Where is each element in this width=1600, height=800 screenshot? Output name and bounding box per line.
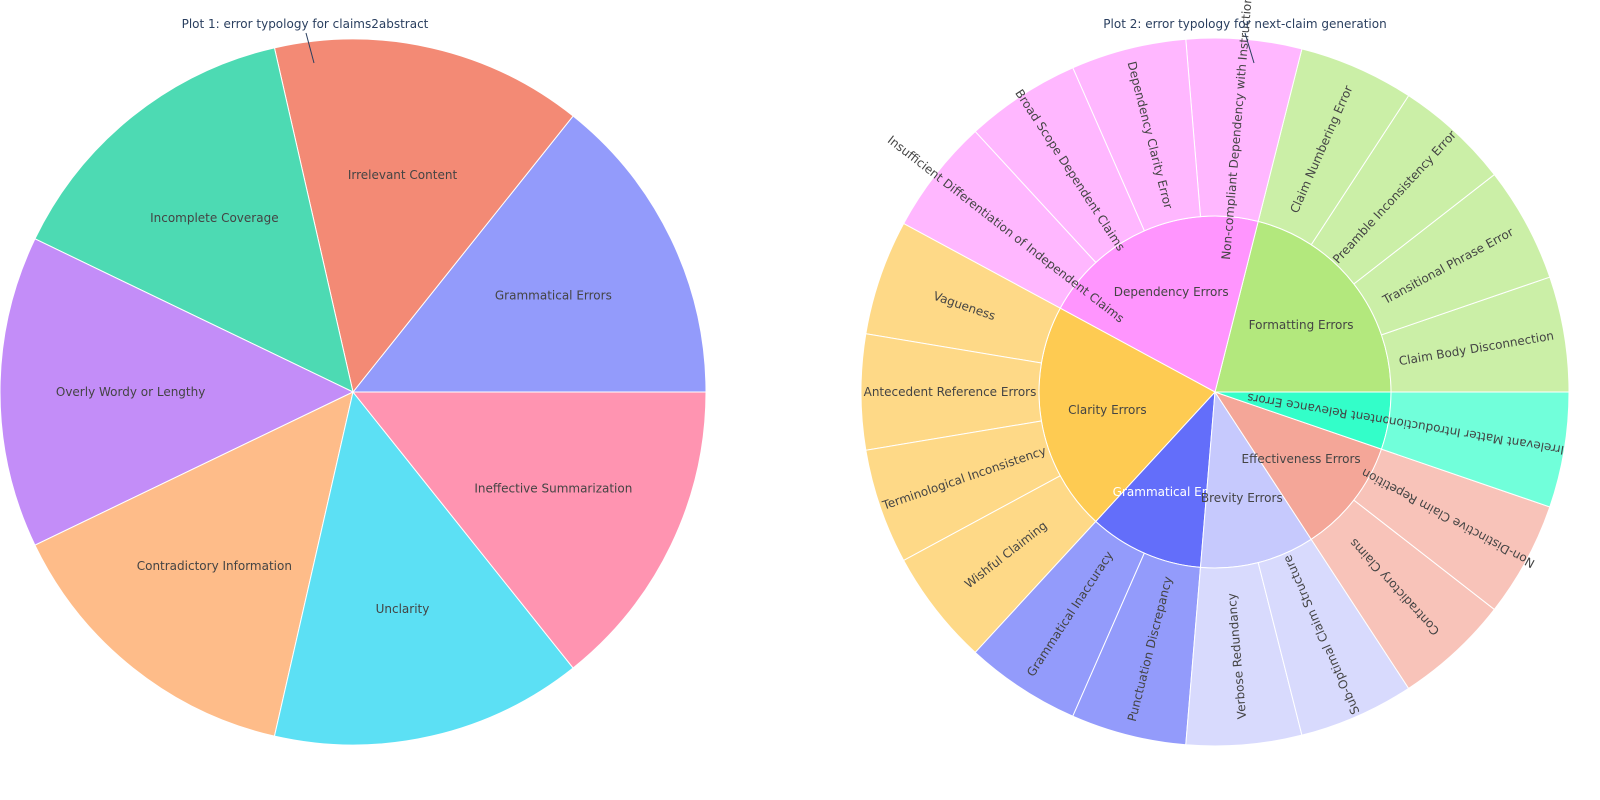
sunburst-leaf-grammatical-inaccuracy[interactable] bbox=[974, 520, 1145, 717]
sunburst-leaf-vagueness[interactable] bbox=[865, 222, 1061, 364]
pie-slice-unclarity[interactable] bbox=[273, 390, 574, 746]
pie-slice-incomplete-coverage[interactable] bbox=[34, 47, 354, 393]
pie-label-grammatical-errors: Grammatical Errors bbox=[495, 289, 612, 303]
sunburst-category-label-grammatical-errors: Grammatical Errors bbox=[1113, 485, 1230, 499]
pie-slice-ineffective-summarization[interactable] bbox=[351, 391, 707, 669]
sunburst-leaf-transitional-phrase-error[interactable] bbox=[1353, 173, 1551, 336]
pie-slice-overly-wordy-or-lengthy[interactable] bbox=[0, 238, 355, 546]
sunburst-leaf-terminological-inconsistency[interactable] bbox=[865, 420, 1061, 562]
sunburst-leaf-verbose-redundancy[interactable] bbox=[1185, 562, 1303, 747]
pie-label-contradictory-information: Contradictory Information bbox=[137, 559, 292, 573]
pie-slice-grammatical-errors[interactable] bbox=[351, 115, 707, 393]
pie-label-unclarity: Unclarity bbox=[376, 602, 430, 616]
plot-1-pie: Grammatical Errors Irrelevant Content Inco… bbox=[0, 32, 707, 746]
sunburst-leaf-sub-optimal-claim-structure[interactable] bbox=[1257, 538, 1410, 736]
pie-slice-irrelevant-content[interactable] bbox=[273, 38, 574, 394]
sunburst-leaf-contradictory-claims[interactable] bbox=[1310, 499, 1496, 690]
sunburst-leaf-dependency-clarity-error[interactable] bbox=[1072, 38, 1202, 232]
sunburst-leaf-label-antecedent-reference-errors: Antecedent Reference Errors bbox=[864, 385, 1037, 399]
sunburst-category-label-clarity-errors: Clarity Errors bbox=[1068, 403, 1146, 417]
pie-slice-contradictory-information[interactable] bbox=[34, 391, 354, 737]
sunburst-leaf-irrelevant-matter-introduction[interactable] bbox=[1380, 391, 1570, 508]
sunburst-leaf-claim-numbering-error[interactable] bbox=[1257, 48, 1410, 246]
sunburst-leaf-insufficient-differentiation-of-independent-claims[interactable] bbox=[902, 130, 1097, 309]
pie-label-irrelevant-content: Irrelevant Content bbox=[348, 168, 458, 182]
plot-2-title: Plot 2: error typology for next-claim ge… bbox=[1103, 17, 1386, 31]
plot-2-title-pointer bbox=[1244, 32, 1255, 64]
sunburst-leaf-punctuation-discrepancy[interactable] bbox=[1072, 552, 1202, 746]
pie-label-overly-wordy-or-lengthy: Overly Wordy or Lengthy bbox=[56, 385, 205, 399]
sunburst-category-label-brevity-errors: Brevity Errors bbox=[1201, 491, 1283, 505]
plot-1-title-pointer bbox=[305, 32, 315, 64]
sunburst-leaf-antecedent-reference-errors[interactable] bbox=[860, 333, 1042, 451]
pie-label-ineffective-summarization: Ineffective Summarization bbox=[474, 481, 632, 495]
sunburst-category-label-effectiveness-errors: Effectiveness Errors bbox=[1242, 452, 1361, 466]
sunburst-leaf-non-compliant-dependency-with-instruction[interactable] bbox=[1185, 37, 1303, 222]
pie-label-incomplete-coverage: Incomplete Coverage bbox=[150, 211, 279, 225]
sunburst-leaf-wishful-claiming[interactable] bbox=[902, 475, 1097, 654]
sunburst-category-label-formatting-errors: Formatting Errors bbox=[1249, 318, 1354, 332]
sunburst-leaf-broad-scope-dependent-claims[interactable] bbox=[974, 67, 1145, 264]
plot-1-title: Plot 1: error typology for claims2abstra… bbox=[182, 17, 429, 31]
sunburst-leaf-non-distinctive-claim-repetition[interactable] bbox=[1353, 448, 1551, 611]
sunburst-leaf-preamble-inconsistency-error[interactable] bbox=[1310, 94, 1496, 285]
sunburst-category-label-dependency-errors: Dependency Errors bbox=[1114, 285, 1229, 299]
